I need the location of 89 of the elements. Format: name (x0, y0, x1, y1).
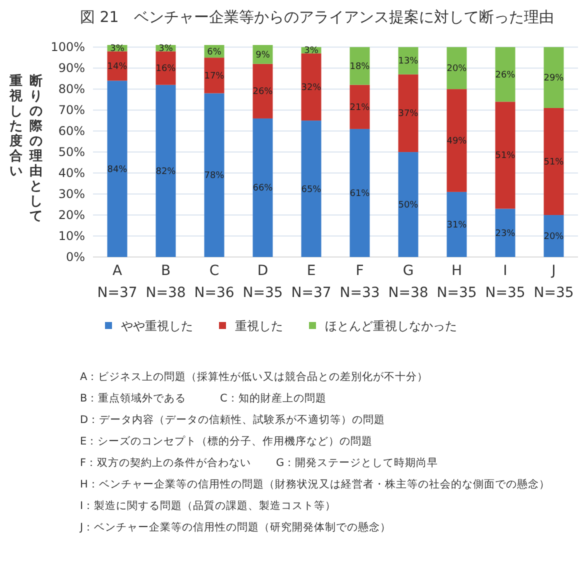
y-tick-label: 30% (58, 187, 85, 202)
x-tick-label: F N=33 (340, 263, 380, 301)
y-tick-label: 10% (58, 229, 85, 244)
bar (398, 152, 418, 257)
bar (252, 64, 273, 118)
data-label: 61% (350, 188, 370, 199)
bar (544, 108, 564, 216)
x-tick-label: E N=37 (291, 263, 332, 301)
bar (156, 51, 176, 85)
bar (301, 53, 322, 121)
text: D：データ内容（データの信頼性、試験系が不適切等）の問題 (80, 413, 386, 426)
text: F：双方の契約上の条件が合わない (80, 456, 252, 469)
data-label: 65% (301, 184, 322, 195)
data-label: 49% (446, 136, 468, 147)
bar (495, 102, 516, 209)
text: A：ビジネス上の問題（採算性が低い又は競合品との差別化が不十分） (80, 370, 428, 383)
x-tick-label: J N=35 (534, 263, 574, 301)
legend-label: ほとんど重視しなかった (325, 319, 457, 333)
data-label: 26% (495, 70, 516, 80)
data-label: 3% (158, 44, 174, 54)
data-label: 3% (110, 44, 125, 54)
data-label: 14% (107, 62, 128, 72)
data-label: 31% (446, 220, 468, 230)
data-label: 17% (204, 71, 225, 82)
text: E：シーズのコンセプト（標的分子、作用機序など）の問題 (80, 434, 373, 448)
legend-label: 重視した (235, 319, 283, 333)
bar (204, 93, 224, 257)
y-tick-label: 60% (58, 124, 85, 138)
bar (544, 47, 564, 108)
bar (107, 80, 128, 257)
bar (495, 47, 516, 102)
x-tick-label: I N=35 (485, 263, 526, 301)
data-label: 84% (107, 164, 128, 175)
data-label: 16% (156, 64, 176, 74)
data-label: 51% (544, 157, 564, 168)
legend-label: やや重視した (121, 319, 193, 333)
data-label: 23% (495, 228, 516, 239)
data-label: 20% (544, 232, 564, 242)
y-tick-label: 20% (58, 208, 85, 222)
y-tick-label: 0% (66, 250, 85, 264)
data-label: 9% (256, 50, 270, 60)
text: C：知的財産上の問題 (220, 392, 326, 404)
data-label: 78% (204, 171, 225, 182)
y-tick-label: 70% (58, 103, 85, 118)
x-tick-label: H N=35 (436, 263, 477, 301)
y-tick-label: 80% (58, 82, 85, 96)
text: H：ベンチャー企業等の信用性の問題（財務状況又は経営者・株主等の社会的な側面での懸念） (80, 478, 550, 490)
bar (446, 192, 467, 257)
y-tick-label: 100% (50, 40, 85, 54)
data-label: 18% (350, 62, 370, 72)
text: I：製造に関する問題（品質の課題、製造コスト等） (80, 499, 336, 512)
text: B：重点領域外である (80, 392, 186, 404)
data-label: 51% (495, 151, 516, 162)
bar (350, 128, 370, 257)
bar (301, 120, 322, 257)
bar (156, 84, 176, 257)
bar (350, 47, 370, 85)
chart-title: 図 21 ベンチャー企業等からのアライアンス提案に対して断った理由 (80, 8, 554, 26)
data-label: 32% (301, 82, 322, 93)
x-tick-label: A N=37 (97, 263, 138, 301)
bar (398, 74, 418, 152)
bar (544, 215, 564, 257)
y-tick-label: 40% (58, 166, 85, 180)
x-tick-label: G N=38 (388, 263, 428, 301)
data-label: 29% (544, 74, 564, 84)
y-tick-label: 50% (58, 145, 85, 160)
data-label: 37% (398, 109, 419, 120)
bar (446, 47, 467, 90)
x-tick-label: C N=36 (194, 263, 234, 301)
data-label: 50% (398, 200, 419, 211)
bar (495, 208, 516, 257)
data-label: 21% (350, 102, 370, 113)
text: G：開発ステージとして時期尚早 (276, 456, 438, 469)
data-label: 13% (398, 56, 419, 67)
data-label: 82% (156, 166, 176, 177)
text: 断りの際の理由として重視した度合い (10, 74, 42, 224)
text: J：ベンチャー企業等の信用性の問題（研究開発体制での懸念） (79, 520, 392, 534)
data-label: 20% (446, 64, 468, 74)
x-tick-label: B N=38 (146, 263, 186, 301)
data-label: 26% (252, 87, 274, 98)
bar (350, 84, 370, 129)
y-tick-label: 90% (58, 61, 85, 76)
data-label: 3% (304, 46, 319, 56)
x-tick-label: D N=35 (242, 263, 283, 301)
bar (204, 58, 224, 94)
data-label: 66% (252, 184, 274, 194)
bar (252, 118, 273, 257)
bar (446, 89, 467, 192)
data-label: 6% (207, 47, 222, 58)
